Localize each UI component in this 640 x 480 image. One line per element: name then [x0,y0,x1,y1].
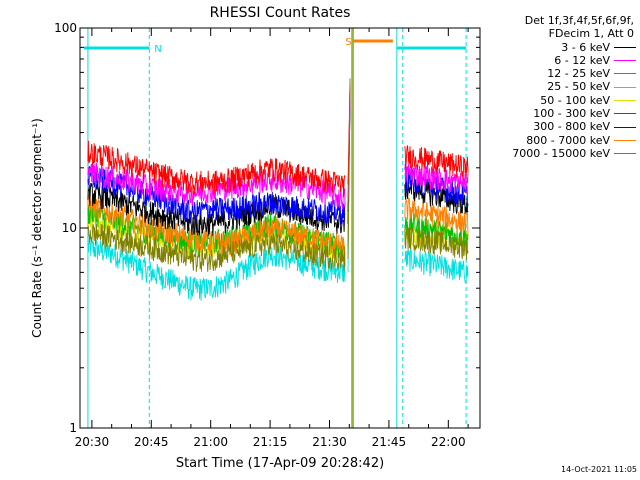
legend-entry: 50 - 100 keV [478,94,636,107]
legend-swatch [614,46,636,48]
legend: Det 1f,3f,4f,5f,6f,9f, FDecim 1, Att 0 3… [478,14,636,160]
x-tick-label: 20:30 [75,435,110,449]
legend-label: 50 - 100 keV [540,93,610,107]
series-line-8 [87,78,469,272]
legend-label: 300 - 800 keV [533,120,610,134]
legend-swatch [614,153,636,155]
legend-label: 6 - 12 keV [554,53,610,67]
flag-label-N: N [154,44,161,55]
legend-title-line-2: FDecim 1, Att 0 [548,27,634,41]
legend-label: 3 - 6 keV [561,40,610,54]
x-tick-label: 20:45 [134,435,169,449]
legend-entry: 12 - 25 keV [478,67,636,80]
legend-swatch [614,126,636,128]
x-tick-label: 21:00 [193,435,228,449]
timestamp-footnote: 14-Oct-2021 11:05 [561,465,637,474]
legend-swatch [614,73,636,75]
y-tick-label: 10 [62,221,77,235]
chart-title: RHESSI Count Rates [210,5,351,21]
legend-entry: 100 - 300 keV [478,107,636,120]
x-tick-label: 21:15 [253,435,288,449]
legend-swatch [614,60,636,62]
legend-swatch [614,86,636,88]
legend-label: 100 - 300 keV [533,107,610,121]
legend-entry: 25 - 50 keV [478,80,636,93]
x-tick-label: 22:00 [431,435,466,449]
x-axis-label: Start Time (17-Apr-09 20:28:42) [176,456,384,471]
legend-label: 800 - 7000 keV [526,133,610,147]
x-tick-label: 21:30 [312,435,347,449]
legend-entries: 3 - 6 keV 6 - 12 keV 12 - 25 keV 25 - 50 ke… [478,41,636,161]
legend-entry: 6 - 12 keV [478,54,636,67]
flag-label-S: S [345,37,351,48]
legend-label: 12 - 25 keV [547,67,610,81]
legend-entry: 800 - 7000 keV [478,134,636,147]
legend-entry: 300 - 800 keV [478,120,636,133]
legend-entry: 7000 - 15000 keV [478,147,636,160]
y-tick-label: 1 [69,421,77,435]
chart-marks: NS [83,28,469,428]
legend-label: 25 - 50 keV [547,80,610,94]
legend-entry: 3 - 6 keV [478,41,636,54]
legend-swatch [614,139,636,141]
legend-title-line-1: Det 1f,3f,4f,5f,6f,9f, [524,14,634,27]
y-tick-label: 100 [54,21,77,35]
y-axis-label: Count Rate (s⁻¹ detector segment⁻¹) [30,118,44,338]
x-tick-label: 21:45 [372,435,407,449]
legend-label: 7000 - 15000 keV [512,146,610,160]
legend-swatch [614,99,636,101]
legend-swatch [614,113,636,115]
